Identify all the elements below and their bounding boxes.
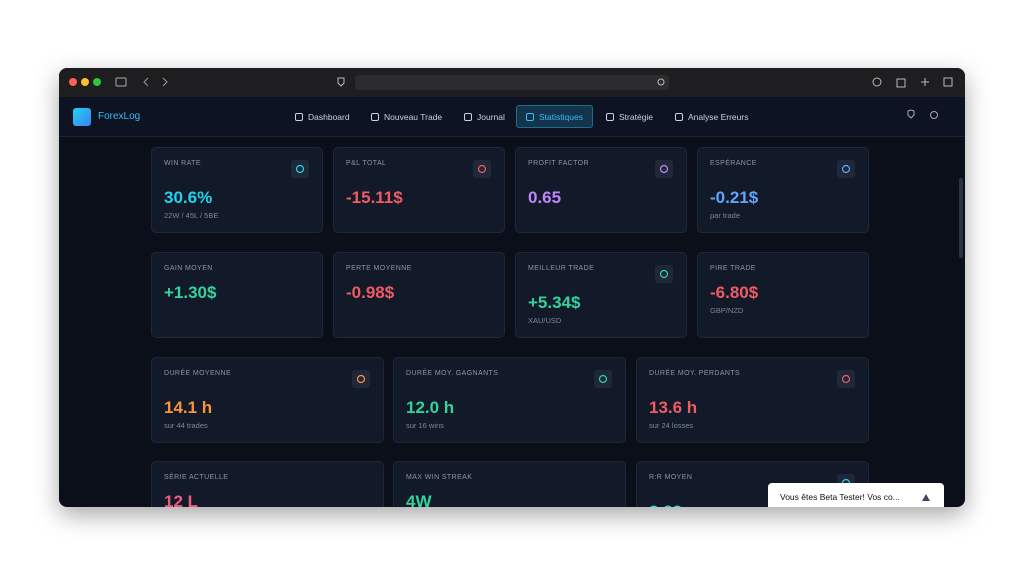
- stat-value: 13.6 h: [649, 398, 698, 417]
- stat-icon: [837, 370, 855, 388]
- stat-label: R:R MOYEN: [649, 474, 693, 481]
- stat-sub: sur 16 wins: [406, 421, 444, 430]
- stat-card: GAIN MOYEN +1.30$: [151, 252, 323, 338]
- stat-card: PIRE TRADE -6.80$ GBP/NZD: [697, 252, 869, 338]
- stat-card: MAX WIN STREAK 4W: [393, 461, 626, 507]
- toast-toggle[interactable]: [922, 494, 930, 501]
- header-icons[interactable]: [905, 107, 945, 127]
- stat-value: -0.21$: [710, 188, 759, 207]
- nav-label: Journal: [477, 111, 505, 122]
- stat-label: SÉRIE ACTUELLE: [164, 474, 229, 481]
- stat-card: WIN RATE 30.6% 22W / 45L / 5BE: [151, 147, 323, 233]
- stat-label: DURÉE MOY. GAGNANTS: [406, 370, 499, 377]
- stat-card: DURÉE MOY. GAGNANTS 12.0 h sur 16 wins: [393, 357, 626, 443]
- stat-value: 12 L: [164, 492, 199, 507]
- beta-toast[interactable]: Vous êtes Beta Tester! Vos co...: [768, 483, 944, 507]
- stat-label: GAIN MOYEN: [164, 265, 213, 272]
- stat-value: 2.22: [649, 502, 682, 507]
- stat-sub: sur 44 trades: [164, 421, 208, 430]
- stat-label: P&L TOTAL: [346, 160, 387, 167]
- browser-window: ForexLog Dashboard Nouveau Trade Journal St…: [59, 68, 965, 507]
- stat-sub: 22W / 45L / 5BE: [164, 211, 219, 220]
- stat-label: MAX WIN STREAK: [406, 474, 473, 481]
- stat-card: PERTE MOYENNE -0.98$: [333, 252, 505, 338]
- title-bar: [59, 68, 965, 97]
- stat-sub: par trade: [710, 211, 741, 220]
- stat-icon: [655, 265, 673, 283]
- stat-sub: GBP/NZD: [710, 306, 744, 315]
- stat-icon: [352, 370, 370, 388]
- nav-icon: [606, 112, 614, 121]
- nav-item[interactable]: Stratégie: [606, 109, 653, 124]
- stat-value: +1.30$: [164, 283, 217, 302]
- logo: [73, 108, 91, 126]
- stat-label: WIN RATE: [164, 160, 201, 167]
- stat-value: 14.1 h: [164, 398, 213, 417]
- stat-value: -6.80$: [710, 283, 759, 302]
- close[interactable]: [69, 78, 77, 86]
- stat-value: +5.34$: [528, 293, 581, 312]
- stat-card: P&L TOTAL -15.11$: [333, 147, 505, 233]
- nav-label: Statistiques: [539, 111, 583, 122]
- zoom[interactable]: [93, 78, 101, 86]
- stat-value: -15.11$: [346, 188, 403, 207]
- stat-card: ESPÉRANCE -0.21$ par trade: [697, 147, 869, 233]
- stat-sub: XAU/USD: [528, 316, 562, 325]
- nav-icon: [526, 112, 534, 121]
- stat-label: PIRE TRADE: [710, 265, 756, 272]
- minimize[interactable]: [81, 78, 89, 86]
- toolbar-icons: [115, 75, 953, 90]
- stat-label: PERTE MOYENNE: [346, 265, 412, 272]
- stat-label: ESPÉRANCE: [710, 160, 757, 167]
- nav-icon: [371, 112, 379, 121]
- nav-item[interactable]: Journal: [464, 109, 505, 124]
- stat-label: DURÉE MOYENNE: [164, 370, 232, 377]
- nav-item[interactable]: Statistiques: [516, 105, 593, 128]
- stat-icon: [837, 160, 855, 178]
- nav-icon: [675, 112, 683, 121]
- nav-icon: [295, 112, 303, 121]
- nav-item[interactable]: Analyse Erreurs: [675, 109, 748, 124]
- stat-sub: sur 24 losses: [649, 421, 694, 430]
- stat-icon: [291, 160, 309, 178]
- stat-value: 12.0 h: [406, 398, 455, 417]
- stat-icon: [594, 370, 612, 388]
- stat-label: PROFIT FACTOR: [528, 160, 589, 167]
- nav-label: Analyse Erreurs: [688, 111, 749, 122]
- stat-card: SÉRIE ACTUELLE 12 L: [151, 461, 384, 507]
- stat-card: MEILLEUR TRADE +5.34$ XAU/USD: [515, 252, 687, 338]
- stat-icon: [473, 160, 491, 178]
- nav-item[interactable]: Dashboard: [295, 109, 350, 124]
- stat-card: DURÉE MOYENNE 14.1 h sur 44 trades: [151, 357, 384, 443]
- stat-card: DURÉE MOY. PERDANTS 13.6 h sur 24 losses: [636, 357, 869, 443]
- stat-value: 0.65: [528, 188, 562, 207]
- nav-icon: [464, 112, 472, 121]
- nav-item[interactable]: Nouveau Trade: [371, 109, 442, 124]
- stat-value: -0.98$: [346, 283, 395, 302]
- app-header: ForexLog Dashboard Nouveau Trade Journal St…: [59, 97, 965, 137]
- nav-label: Nouveau Trade: [384, 111, 443, 122]
- stat-label: MEILLEUR TRADE: [528, 265, 595, 272]
- nav-label: Stratégie: [619, 111, 654, 122]
- stat-value: 30.6%: [164, 188, 213, 207]
- stat-icon: [655, 160, 673, 178]
- stat-card: PROFIT FACTOR 0.65: [515, 147, 687, 233]
- stat-label: DURÉE MOY. PERDANTS: [649, 370, 741, 377]
- stat-value: 4W: [406, 492, 432, 507]
- scrollbar[interactable]: [959, 178, 963, 258]
- toast-text: Vous êtes Beta Tester! Vos co...: [780, 492, 900, 502]
- brand[interactable]: ForexLog: [98, 111, 141, 122]
- nav-label: Dashboard: [308, 111, 350, 122]
